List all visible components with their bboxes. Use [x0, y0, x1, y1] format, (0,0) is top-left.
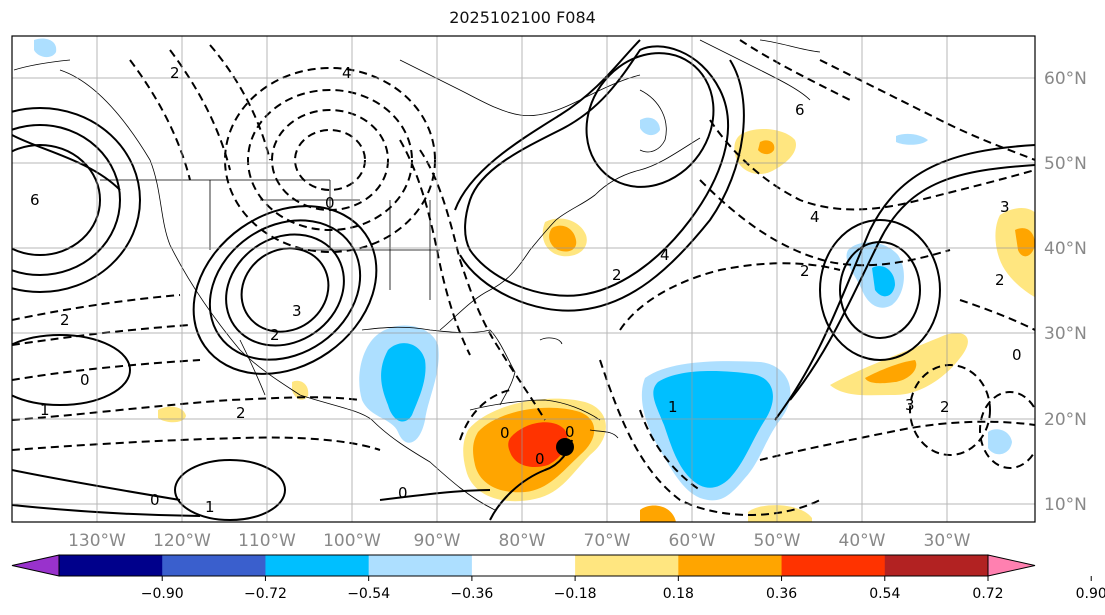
lat-label: 50°N	[1044, 154, 1087, 174]
lon-label: 30°W	[924, 531, 971, 551]
contour-label: 2	[612, 266, 622, 284]
lon-label: 40°W	[839, 531, 886, 551]
lon-label: 60°W	[669, 531, 716, 551]
shade-east-blue	[988, 429, 1012, 455]
lon-label: 70°W	[584, 531, 631, 551]
contour-label: 2	[995, 271, 1005, 289]
lat-label: 20°N	[1044, 410, 1087, 430]
lat-label: 30°N	[1044, 324, 1087, 344]
contour-label: 6	[795, 101, 805, 119]
colorbar-tick-label: −0.18	[554, 586, 597, 602]
lon-label: 80°W	[499, 531, 546, 551]
shade-caribbean-dark	[508, 422, 568, 468]
lon-label: 120°W	[153, 531, 211, 551]
contour-label: 0	[325, 194, 335, 212]
shade-mid-blue-dark	[872, 265, 895, 297]
colorbar-segment	[162, 555, 266, 576]
contour-label: 4	[660, 246, 670, 264]
colorbar-tick-label: 0.36	[766, 586, 797, 602]
colorbar-tick-label: −0.72	[244, 586, 287, 602]
shade-south-orange	[640, 505, 676, 522]
colorbar-segment	[575, 555, 679, 576]
contour-label: 0	[398, 484, 408, 502]
contour-label: 3	[292, 302, 302, 320]
contour-label: 0	[500, 424, 510, 442]
contour-label: 3	[905, 396, 915, 414]
map-title: 2025102100 F084	[449, 8, 596, 27]
shade-ny-mid	[549, 225, 577, 252]
contour-labels: 2 4 6 0 2 3 2 0 1 2 0 0 6 4 2 3 0 0 2 1 …	[30, 64, 1022, 516]
shade-east-mid	[1015, 228, 1035, 257]
shade-nfld-mid	[758, 140, 775, 155]
map-border	[11, 35, 1036, 523]
colorbar-segment	[471, 555, 576, 576]
contour-label: 2	[800, 262, 810, 280]
colorbar-tick-label: 0.54	[869, 586, 900, 602]
colorbar-tick-label: −0.36	[450, 586, 493, 602]
contour-label: 2	[236, 404, 246, 422]
contour-label: 0	[150, 491, 160, 509]
lon-label: 90°W	[414, 531, 461, 551]
shade-atlantic-dark	[653, 371, 773, 488]
colorbar-segment	[781, 555, 886, 576]
shade-east-blue2	[896, 133, 928, 145]
shade-pacific-nw	[34, 38, 57, 58]
lon-axis: 130°W 120°W 110°W 100°W 90°W 80°W 70°W 6…	[68, 531, 971, 551]
colorbar-tick-label: 0.72	[972, 586, 1003, 602]
colorbar-segments	[11, 554, 1036, 577]
contour-label: 1	[40, 401, 50, 419]
colorbar-tick-label: 0.18	[663, 586, 694, 602]
shade-hudson	[640, 117, 660, 136]
graticule	[12, 36, 1035, 522]
contour-label: 4	[810, 208, 820, 226]
shade-pac-yellow	[158, 406, 186, 423]
shade-gulf-dark	[381, 343, 426, 422]
contour-label: 2	[940, 398, 950, 416]
storm-center-marker	[556, 438, 574, 456]
contour-label: 0	[80, 371, 90, 389]
contour-label: 4	[342, 64, 352, 82]
contour-label: 3	[1000, 198, 1010, 216]
colorbar-tick-label: 0.90	[1076, 586, 1105, 602]
lat-label: 10°N	[1044, 495, 1087, 515]
shading-layer	[34, 38, 1035, 522]
contour-label: 6	[30, 191, 40, 209]
solid-contours	[12, 39, 1035, 521]
contour-label: 1	[668, 398, 678, 416]
contour-label: 0	[535, 450, 545, 468]
lat-axis: 60°N 50°N 40°N 30°N 20°N 10°N	[1044, 69, 1087, 515]
lat-label: 40°N	[1044, 239, 1087, 259]
contour-label: 0	[1012, 346, 1022, 364]
colorbar-segment	[59, 555, 163, 576]
colorbar-frame	[58, 554, 989, 577]
lat-label: 60°N	[1044, 69, 1087, 89]
colorbar-extend-high	[987, 554, 1036, 577]
colorbar-segment	[884, 555, 989, 576]
colorbar-ticks: −0.90 −0.72 −0.54 −0.36 −0.18 0.18 0.36 0.54 0.7…	[141, 576, 1105, 602]
lon-label: 50°W	[754, 531, 801, 551]
colorbar-segment	[368, 555, 473, 576]
lon-label: 110°W	[238, 531, 296, 551]
contour-label: 1	[205, 498, 215, 516]
lon-label: 100°W	[323, 531, 381, 551]
lon-label: 130°W	[68, 531, 126, 551]
colorbar-extend-low	[11, 554, 60, 577]
colorbar-tick-label: −0.90	[141, 586, 184, 602]
colorbar: −0.90 −0.72 −0.54 −0.36 −0.18 0.18 0.36 0.54 0.7…	[11, 554, 1105, 602]
contour-label: 0	[565, 423, 575, 441]
shade-midatl-mid	[865, 360, 917, 384]
contour-label: 2	[170, 64, 180, 82]
shade-gulf-yellow	[292, 380, 309, 400]
colorbar-tick-label: −0.54	[347, 586, 390, 602]
contour-label: 2	[60, 311, 70, 329]
colorbar-segment	[265, 555, 370, 576]
contour-label: 2	[270, 326, 280, 344]
colorbar-segment	[678, 555, 783, 576]
